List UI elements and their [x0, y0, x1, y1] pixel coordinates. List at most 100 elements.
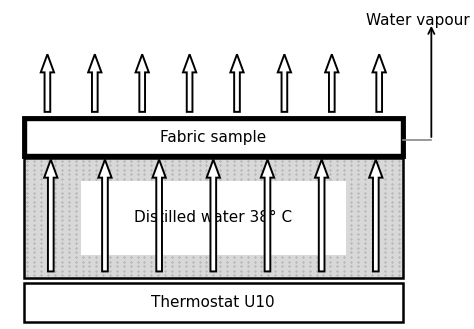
- Point: [65, 199, 73, 205]
- Point: [72, 254, 80, 260]
- Point: [51, 209, 59, 214]
- Point: [368, 245, 375, 250]
- Point: [100, 190, 107, 195]
- Point: [202, 254, 210, 260]
- Point: [127, 190, 135, 195]
- Point: [37, 240, 45, 246]
- Point: [237, 240, 245, 246]
- Point: [79, 213, 86, 218]
- Point: [313, 195, 320, 200]
- Point: [285, 217, 293, 223]
- Point: [354, 245, 362, 250]
- Point: [147, 264, 155, 269]
- Point: [388, 222, 396, 227]
- Point: [127, 195, 135, 200]
- Point: [333, 181, 341, 186]
- Point: [106, 231, 114, 237]
- Point: [168, 204, 176, 209]
- Point: [299, 167, 307, 172]
- Point: [202, 163, 210, 168]
- Point: [319, 167, 327, 172]
- Point: [272, 172, 279, 177]
- Point: [251, 172, 258, 177]
- Point: [374, 209, 382, 214]
- Point: [210, 217, 217, 223]
- Point: [202, 250, 210, 255]
- Point: [237, 204, 245, 209]
- Point: [127, 217, 135, 223]
- Point: [244, 204, 252, 209]
- Point: [202, 268, 210, 273]
- Point: [333, 245, 341, 250]
- Point: [374, 254, 382, 260]
- Point: [120, 222, 128, 227]
- Point: [106, 245, 114, 250]
- Point: [161, 172, 169, 177]
- Point: [120, 259, 128, 264]
- Point: [285, 167, 293, 172]
- Point: [306, 273, 313, 278]
- Point: [251, 259, 258, 264]
- Point: [65, 254, 73, 260]
- Point: [388, 264, 396, 269]
- Point: [223, 186, 231, 191]
- Point: [175, 181, 182, 186]
- Point: [113, 199, 121, 205]
- Point: [72, 259, 80, 264]
- Point: [251, 190, 258, 195]
- Point: [100, 163, 107, 168]
- Point: [237, 186, 245, 191]
- Point: [278, 227, 286, 232]
- Point: [155, 195, 162, 200]
- Point: [45, 163, 52, 168]
- Point: [120, 199, 128, 205]
- Point: [127, 273, 135, 278]
- Point: [37, 259, 45, 264]
- Point: [37, 172, 45, 177]
- Point: [31, 213, 38, 218]
- Point: [86, 167, 93, 172]
- Point: [374, 236, 382, 241]
- Point: [374, 222, 382, 227]
- Point: [251, 158, 258, 163]
- Point: [24, 268, 31, 273]
- Point: [382, 158, 389, 163]
- Point: [147, 213, 155, 218]
- Point: [147, 163, 155, 168]
- Point: [368, 231, 375, 237]
- Point: [327, 217, 334, 223]
- Point: [354, 268, 362, 273]
- Point: [161, 190, 169, 195]
- Point: [31, 227, 38, 232]
- Point: [58, 172, 66, 177]
- Point: [299, 254, 307, 260]
- Point: [182, 172, 190, 177]
- Point: [292, 268, 300, 273]
- Point: [182, 254, 190, 260]
- Point: [196, 250, 203, 255]
- Point: [202, 217, 210, 223]
- Point: [106, 158, 114, 163]
- Point: [313, 264, 320, 269]
- Point: [51, 259, 59, 264]
- Point: [395, 222, 403, 227]
- Point: [361, 254, 368, 260]
- Point: [230, 264, 238, 269]
- Point: [361, 222, 368, 227]
- Point: [155, 236, 162, 241]
- Point: [230, 250, 238, 255]
- Point: [120, 217, 128, 223]
- Point: [244, 217, 252, 223]
- Point: [285, 163, 293, 168]
- Point: [327, 181, 334, 186]
- Point: [79, 250, 86, 255]
- Point: [306, 199, 313, 205]
- Point: [182, 227, 190, 232]
- Point: [237, 158, 245, 163]
- Point: [141, 268, 148, 273]
- Point: [58, 190, 66, 195]
- Point: [395, 273, 403, 278]
- Point: [147, 259, 155, 264]
- Point: [292, 231, 300, 237]
- Point: [382, 273, 389, 278]
